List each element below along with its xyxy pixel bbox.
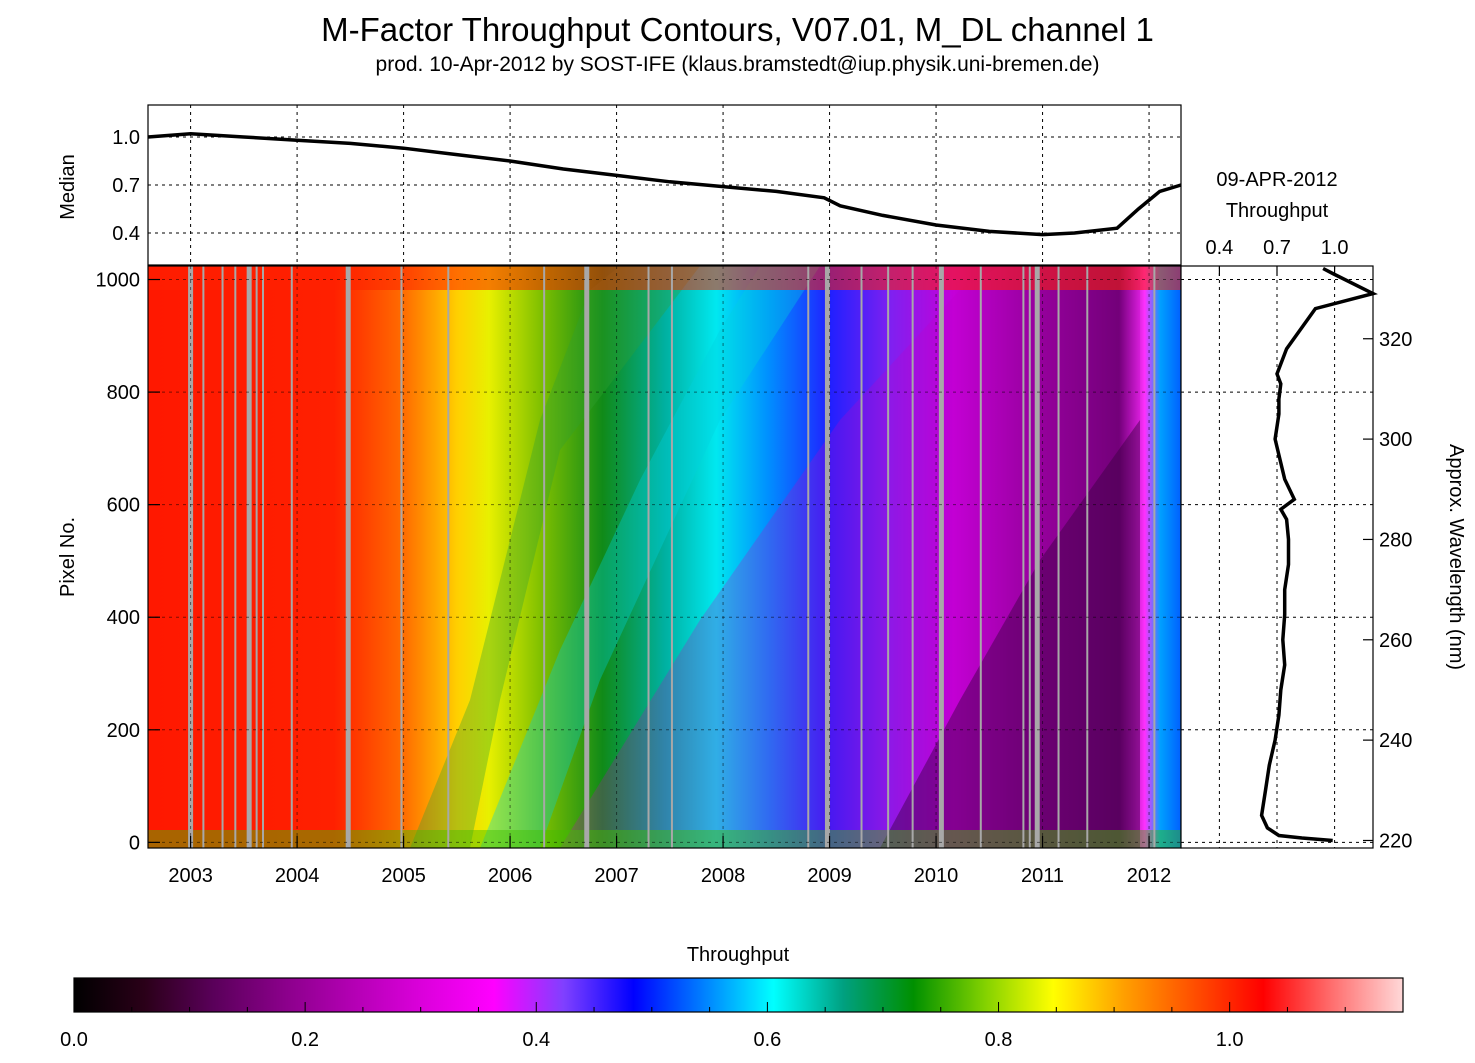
data-gap-line bbox=[262, 266, 265, 848]
data-gap-line bbox=[447, 266, 450, 848]
data-gap-line bbox=[290, 266, 293, 848]
median-y-label: Median bbox=[57, 154, 79, 220]
data-gap-line bbox=[1086, 266, 1089, 848]
data-gap-line bbox=[543, 266, 546, 848]
spectrum-x-tick-0.7: 0.7 bbox=[1263, 237, 1291, 259]
heatmap-x-tick-2004: 2004 bbox=[275, 865, 320, 887]
spectrum-x-label: Throughput bbox=[1226, 200, 1329, 222]
data-gap-lines bbox=[188, 266, 1156, 848]
heatmap-y-tick-200: 200 bbox=[107, 720, 140, 742]
chart-title: M-Factor Throughput Contours, V07.01, M_… bbox=[321, 11, 1154, 48]
spectrum-y-tick-280: 280 bbox=[1379, 529, 1412, 551]
heatmap-y-tick-400: 400 bbox=[107, 607, 140, 629]
heatmap-x-tick-2005: 2005 bbox=[381, 865, 426, 887]
data-gap-line bbox=[938, 266, 944, 848]
spectrum-date-title: 09-APR-2012 bbox=[1216, 169, 1337, 191]
heatmap-grid bbox=[148, 266, 1181, 848]
spectrum-y-tick-320: 320 bbox=[1379, 329, 1412, 351]
spectrum-x-tick-1: 1.0 bbox=[1321, 237, 1349, 259]
colorbar-tick-0.4: 0.4 bbox=[522, 1029, 550, 1051]
colorbar-tick-0.8: 0.8 bbox=[985, 1029, 1013, 1051]
median-y-tick-0.7: 0.7 bbox=[112, 175, 140, 197]
data-gap-line bbox=[1022, 266, 1025, 848]
heatmap-fill bbox=[148, 266, 1181, 848]
spectrum-y-tick-220: 220 bbox=[1379, 830, 1412, 852]
heatmap-y-tick-1000: 1000 bbox=[96, 270, 141, 292]
spectrum-x-tick-0.4: 0.4 bbox=[1205, 237, 1233, 259]
data-gap-line bbox=[188, 266, 194, 848]
heatmap-y-ticks: 0 200 400 600 800 1000 bbox=[96, 270, 160, 854]
spectrum-panel: 0.4 0.7 1.0 220 240 260 280 300 320 09-APR-2012… bbox=[1180, 169, 1467, 852]
median-y-ticks: 0.4 0.7 1.0 bbox=[112, 127, 140, 245]
heatmap-x-tick-2007: 2007 bbox=[594, 865, 639, 887]
heatmap-x-tick-2011: 2011 bbox=[1021, 865, 1064, 887]
colorbar: Throughput 0.0 0.2 0.4 0.6 0.8 1.0 bbox=[60, 944, 1404, 1051]
spectrum-y-tick-300: 300 bbox=[1379, 429, 1412, 451]
data-gap-line bbox=[670, 266, 673, 848]
heatmap-x-tick-2010: 2010 bbox=[914, 865, 959, 887]
data-gap-line bbox=[1028, 266, 1031, 848]
chart-subtitle: prod. 10-Apr-2012 by SOST-IFE (klaus.bra… bbox=[375, 53, 1100, 76]
spectrum-y-tick-260: 260 bbox=[1379, 630, 1412, 652]
colorbar-tick-0.0: 0.0 bbox=[60, 1029, 88, 1051]
data-gap-line bbox=[1153, 266, 1156, 848]
data-gap-line bbox=[860, 266, 863, 848]
spectrum-y-tick-240: 240 bbox=[1379, 730, 1412, 752]
spectrum-y-label: Approx. Wavelength (nm) bbox=[1445, 444, 1467, 670]
median-y-tick-0.4: 0.4 bbox=[112, 223, 140, 245]
heatmap-x-ticks: 2003 2004 2005 2006 2007 2008 2009 2010 2011 2012 bbox=[168, 836, 1171, 887]
data-gap-line bbox=[979, 266, 982, 848]
median-y-tick-1: 1.0 bbox=[112, 127, 140, 149]
heatmap-y-tick-600: 600 bbox=[107, 495, 140, 517]
spectrum-x-ticks: 0.4 0.7 1.0 bbox=[1205, 237, 1349, 276]
colorbar-ticks: 0.0 0.2 0.4 0.6 0.8 1.0 bbox=[60, 1002, 1404, 1051]
data-gap-line bbox=[221, 266, 224, 848]
data-gap-line bbox=[400, 266, 403, 848]
colorbar-title: Throughput bbox=[687, 944, 790, 966]
spectrum-y-ticks: 220 240 260 280 300 320 bbox=[1363, 329, 1412, 852]
heatmap-y-tick-800: 800 bbox=[107, 382, 140, 404]
heatmap-contour-magenta bbox=[560, 266, 1140, 848]
colorbar-tick-1.0: 1.0 bbox=[1216, 1029, 1244, 1051]
data-gap-line bbox=[824, 266, 830, 848]
data-gap-line bbox=[1057, 266, 1060, 848]
heatmap-panel: 2003 2004 2005 2006 2007 2008 2009 2010 2011 2012… bbox=[57, 265, 1182, 887]
data-gap-line bbox=[807, 266, 810, 848]
data-gap-line bbox=[1034, 266, 1040, 848]
data-gap-line bbox=[246, 266, 252, 848]
data-gap-line bbox=[202, 266, 205, 848]
heatmap-x-tick-2012: 2012 bbox=[1127, 865, 1172, 887]
data-gap-line bbox=[887, 266, 890, 848]
colorbar-tick-0.2: 0.2 bbox=[291, 1029, 319, 1051]
data-gap-line bbox=[911, 266, 914, 848]
heatmap-x-tick-2003: 2003 bbox=[168, 865, 213, 887]
heatmap-x-tick-2009: 2009 bbox=[807, 865, 852, 887]
heatmap-bottom-band bbox=[148, 830, 1181, 848]
data-gap-line bbox=[255, 266, 258, 848]
colorbar-tick-0.6: 0.6 bbox=[753, 1029, 781, 1051]
heatmap-x-tick-2006: 2006 bbox=[488, 865, 533, 887]
heatmap-contour-dark bbox=[880, 420, 1140, 848]
spectrum-series-line bbox=[1259, 266, 1378, 843]
data-gap-line bbox=[345, 266, 351, 848]
colorbar-strip bbox=[73, 977, 1404, 1013]
data-gap-line bbox=[234, 266, 237, 848]
heatmap-contour-green bbox=[410, 266, 700, 848]
heatmap-top-band bbox=[148, 266, 1181, 290]
data-gap-line bbox=[647, 266, 650, 848]
heatmap-y-label: Pixel No. bbox=[57, 517, 79, 597]
heatmap-x-tick-2008: 2008 bbox=[701, 865, 746, 887]
spectrum-frame bbox=[1180, 265, 1374, 849]
median-frame bbox=[147, 104, 1182, 266]
spectrum-grid bbox=[1181, 266, 1373, 848]
median-panel: 0.4 0.7 1.0 Median bbox=[57, 104, 1182, 266]
heatmap-y-tick-0: 0 bbox=[129, 832, 140, 854]
heatmap-contour-cyan bbox=[480, 266, 820, 848]
data-gap-line bbox=[584, 266, 590, 848]
median-series-line bbox=[147, 132, 1182, 237]
